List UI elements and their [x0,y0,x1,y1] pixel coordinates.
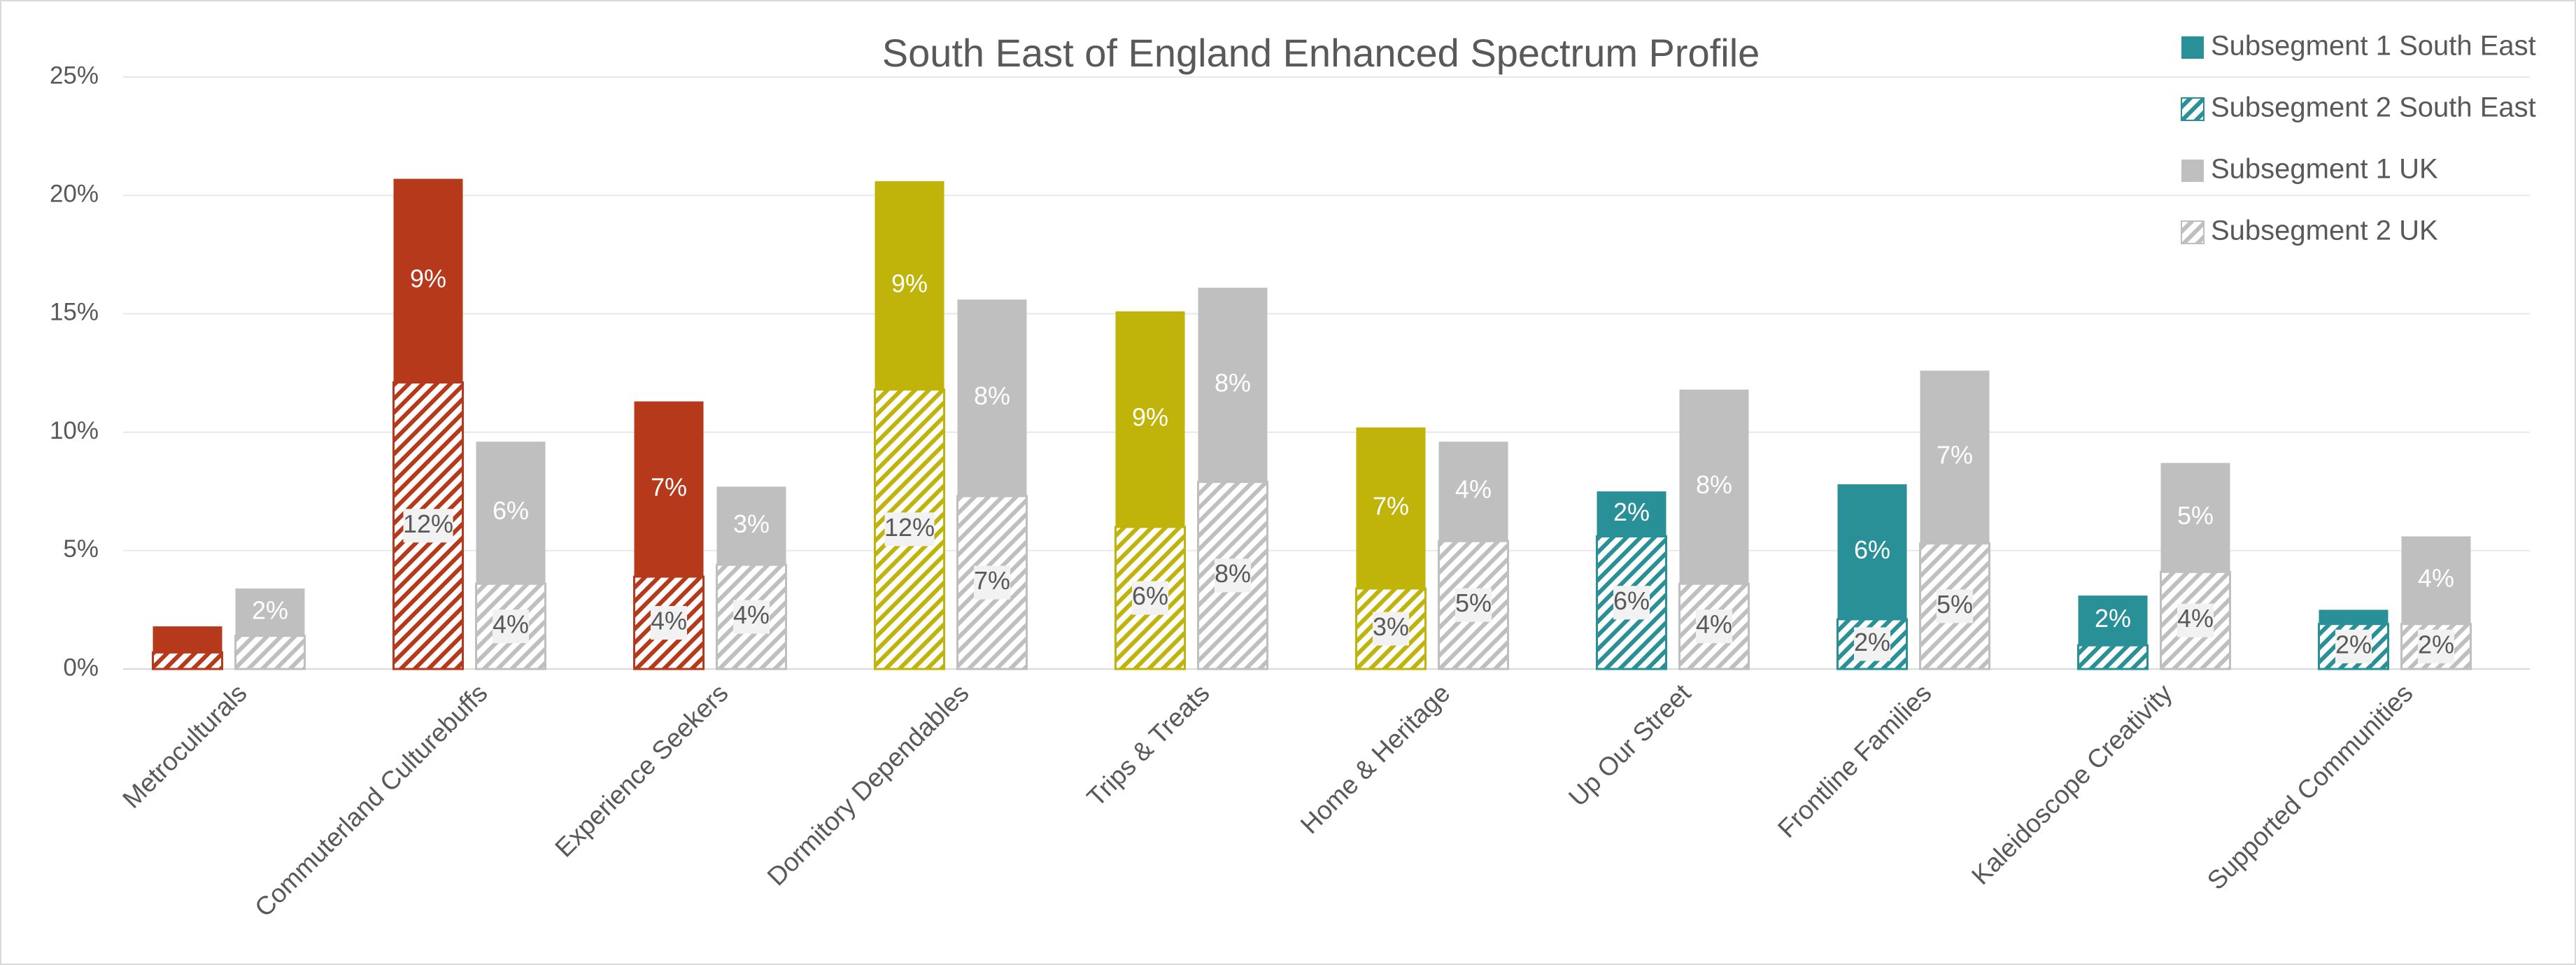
data-label: 2% [252,596,288,624]
legend-label: Subsegment 1 South East [2211,31,2536,62]
bar-segment [1356,427,1426,589]
data-label: 4% [1455,475,1492,504]
data-label: 2% [2418,630,2454,658]
label-background [2177,603,2214,638]
bar-segment [393,178,463,383]
bar-segment [153,626,222,653]
label-background [884,512,935,547]
data-label: 9% [1132,403,1168,432]
data-label: 4% [1696,610,1732,639]
data-label: 6% [1854,535,1890,564]
label-background [1215,558,1251,593]
label-background [733,600,770,634]
label-background [1373,612,1409,646]
data-label: 9% [891,269,928,297]
data-label: 9% [410,265,446,293]
data-label: 7% [651,472,687,501]
data-label: 2% [1854,628,1890,656]
bar-segment [1837,484,1907,619]
bar-segment [1115,311,1185,527]
bar-segment [1597,491,1666,537]
data-label: 4% [733,600,770,629]
bar-segment [2319,610,2389,624]
bar-segment [476,442,546,584]
bar-segment [152,651,223,670]
label-background [403,509,453,543]
legend-marker [2181,36,2204,59]
bar-segment [2078,596,2148,646]
data-label: 3% [1373,612,1409,641]
label-background [1455,588,1492,622]
legend-label: Subsegment 1 UK [2211,154,2438,185]
y-tick-label: 20% [50,180,99,207]
data-label: 4% [2418,564,2454,593]
data-label: 2% [2095,604,2131,633]
label-background [2335,629,2372,663]
data-label: 5% [1455,589,1492,617]
data-label: 6% [1613,586,1650,615]
bar-segment [716,486,786,565]
label-background [2418,629,2454,663]
bar-segment [234,635,306,670]
data-label: 2% [2335,630,2372,658]
bar-segment [1679,389,1749,584]
legend-marker [2181,160,2204,182]
bar-segment [1920,370,1990,544]
data-label: 6% [493,496,529,525]
bar-segment [875,181,944,390]
y-tick-label: 15% [50,299,99,326]
label-background [1937,589,1973,624]
chart-title: South East of England Enhanced Spectrum … [882,31,1760,75]
bar-segment [1438,442,1508,542]
label-background [1854,627,1890,661]
data-label: 4% [2177,604,2214,633]
bar-segment [2160,463,2230,572]
legend-marker [2181,220,2205,244]
data-label: 7% [974,566,1010,595]
data-label: 12% [884,513,935,542]
bar-segment [235,588,305,636]
bar-segment [2401,536,2471,624]
data-label: 3% [733,509,770,538]
data-label: 12% [403,509,453,538]
bar-segment [634,401,704,577]
legend-label: Subsegment 2 South East [2211,92,2536,123]
data-label: 5% [1937,590,1973,619]
data-label: 7% [1373,491,1409,520]
data-label: 5% [2177,501,2214,530]
y-tick-label: 0% [63,654,99,681]
data-label: 8% [1215,368,1251,397]
legend-label: Subsegment 2 UK [2211,216,2438,246]
y-tick-label: 10% [50,417,99,444]
data-label: 6% [1132,582,1168,610]
y-tick-label: 25% [50,62,99,89]
label-background [974,565,1010,600]
label-background [1696,610,1732,644]
data-label: 8% [974,381,1010,410]
legend-marker [2181,97,2205,121]
label-background [651,606,687,640]
data-label: 7% [1937,441,1973,470]
data-label: 2% [1613,498,1650,526]
label-background [493,610,529,644]
data-label: 4% [651,607,687,635]
data-label: 8% [1696,470,1732,499]
data-label: 8% [1215,559,1251,588]
bar-segment [2077,644,2149,670]
data-label: 4% [493,610,529,639]
y-tick-label: 5% [63,535,99,563]
label-background [1613,586,1650,620]
bar-segment [1198,288,1268,482]
label-background [1132,581,1168,615]
bar-segment [957,300,1027,496]
